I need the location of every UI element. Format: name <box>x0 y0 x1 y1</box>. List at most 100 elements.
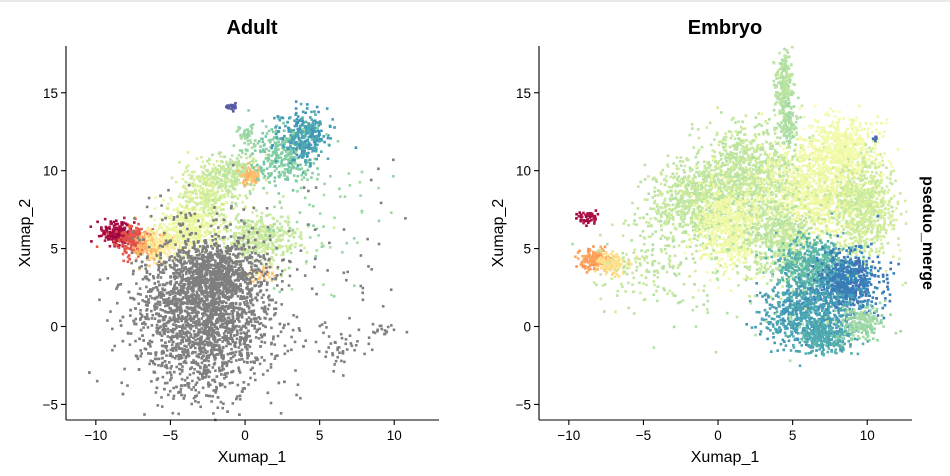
scatter-point <box>303 170 307 173</box>
scatter-point <box>247 162 251 165</box>
scatter-point <box>183 219 186 222</box>
scatter-point <box>216 232 220 235</box>
scatter-point <box>199 180 202 183</box>
scatter-point <box>242 233 246 236</box>
scatter-point <box>253 168 256 172</box>
scatter-point <box>166 330 170 334</box>
scatter-point <box>139 309 142 312</box>
scatter-point <box>156 276 160 279</box>
scatter-point <box>222 402 225 405</box>
scatter-point <box>315 249 319 252</box>
scatter-point <box>184 187 188 191</box>
scatter-point <box>304 160 308 164</box>
scatter-point <box>202 366 206 369</box>
scatter-point <box>163 267 166 271</box>
scatter-point <box>256 244 260 248</box>
scatter-point <box>262 301 265 304</box>
scatter-point <box>196 184 199 188</box>
scatter-point <box>194 241 197 245</box>
scatter-point <box>171 238 174 242</box>
scatter-point <box>284 231 288 234</box>
scatter-point <box>159 270 162 274</box>
scatter-point <box>259 225 262 229</box>
scatter-point <box>227 188 230 192</box>
scatter-point <box>236 395 239 398</box>
scatter-point <box>261 225 264 229</box>
scatter-point <box>300 136 303 140</box>
scatter-point <box>300 132 304 136</box>
scatter-point <box>317 234 320 237</box>
scatter-point <box>183 195 186 198</box>
scatter-point <box>186 195 189 199</box>
scatter-point <box>204 204 208 208</box>
scatter-point <box>153 224 157 227</box>
scatter-point <box>177 195 181 199</box>
scatter-point <box>258 241 262 245</box>
scatter-point <box>226 371 229 375</box>
scatter-point <box>258 232 261 235</box>
scatter-point <box>243 206 247 210</box>
scatter-point <box>286 121 289 124</box>
scatter-point <box>227 165 230 169</box>
scatter-point <box>165 354 168 357</box>
panel-title: Adult <box>226 17 277 39</box>
scatter-point <box>239 170 242 173</box>
scatter-point <box>166 232 169 236</box>
scatter-point <box>292 131 295 134</box>
scatter-point <box>169 276 172 279</box>
scatter-point <box>128 234 132 237</box>
scatter-point <box>121 235 125 239</box>
scatter-point <box>176 342 180 346</box>
scatter-point <box>174 251 177 255</box>
scatter-point <box>214 245 217 249</box>
scatter-point <box>260 340 263 344</box>
scatter-point <box>158 303 162 307</box>
scatter-point <box>219 194 222 197</box>
scatter-point <box>182 184 185 188</box>
scatter-point <box>247 254 250 258</box>
scatter-point <box>222 173 225 176</box>
scatter-point <box>197 321 201 324</box>
scatter-point <box>180 205 184 208</box>
scatter-point <box>173 356 177 360</box>
scatter-point <box>217 177 220 180</box>
scatter-point <box>304 120 308 124</box>
scatter-point <box>145 237 149 240</box>
scatter-point <box>165 344 169 348</box>
scatter-point <box>202 314 205 318</box>
scatter-point <box>157 364 160 367</box>
scatter-point <box>217 366 221 370</box>
scatter-points <box>88 100 409 422</box>
scatter-point <box>207 162 211 166</box>
scatter-point <box>252 187 255 191</box>
scatter-point <box>228 162 232 165</box>
scatter-point <box>269 262 272 266</box>
scatter-point <box>293 245 297 249</box>
scatter-point <box>254 225 257 228</box>
scatter-point <box>181 365 184 368</box>
scatter-point <box>219 185 223 189</box>
scatter-point <box>240 173 244 176</box>
scatter-point <box>299 102 303 106</box>
scatter-point <box>218 151 221 155</box>
scatter-point <box>390 211 393 214</box>
scatter-point <box>229 332 233 336</box>
scatter-point <box>253 372 256 375</box>
scatter-point <box>228 381 232 385</box>
scatter-point <box>218 237 222 241</box>
scatter-point <box>278 165 281 168</box>
scatter-point <box>131 234 134 237</box>
scatter-point <box>232 144 236 147</box>
scatter-point <box>177 233 180 237</box>
scatter-point <box>272 259 275 262</box>
scatter-point <box>201 175 205 178</box>
scatter-point <box>98 278 102 282</box>
scatter-point <box>147 196 151 200</box>
scatter-point <box>238 394 242 398</box>
scatter-point <box>271 235 275 239</box>
scatter-point <box>241 201 245 204</box>
scatter-point <box>286 249 289 253</box>
scatter-point <box>145 244 148 247</box>
scatter-point <box>249 183 252 186</box>
scatter-point <box>201 217 204 221</box>
